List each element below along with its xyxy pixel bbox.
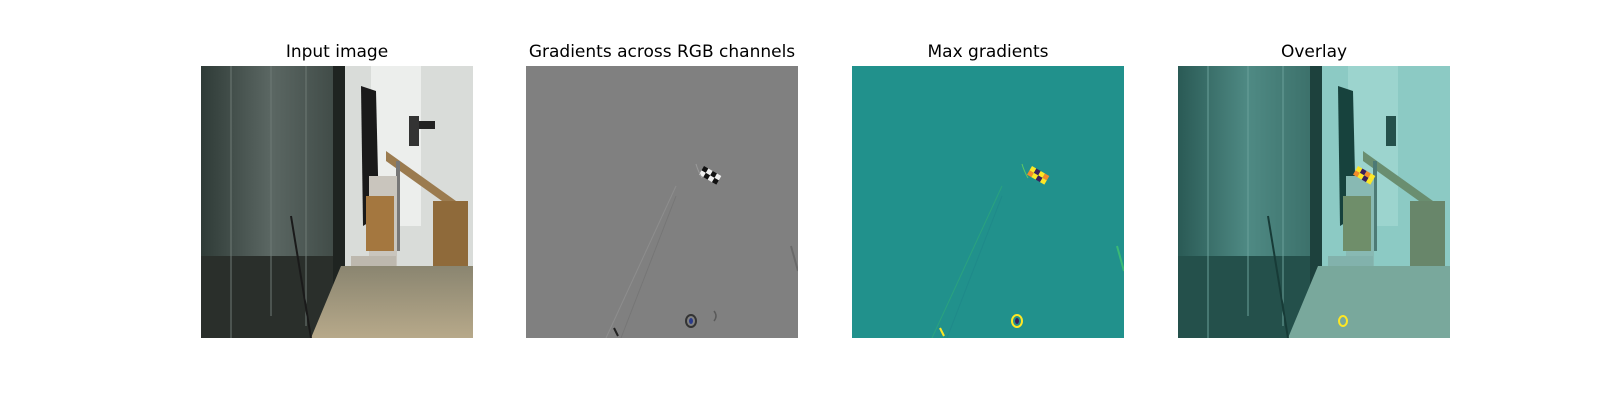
panel-title: Input image <box>285 42 389 62</box>
max-gradients-map <box>852 66 1124 338</box>
rgb-gradients-map <box>526 66 798 338</box>
panel-rgb-gradients: Gradients across RGB channels <box>526 38 798 338</box>
panel-max-gradients: Max gradients <box>852 38 1124 338</box>
overlay-image <box>1178 66 1450 338</box>
overlay-composite <box>1178 66 1450 338</box>
input-image-photo <box>201 66 473 338</box>
max-gradients-image <box>852 66 1124 338</box>
panel-overlay: Overlay <box>1178 38 1450 338</box>
panel-title: Max gradients <box>927 42 1049 62</box>
panel-title: Overlay <box>1280 42 1348 62</box>
panel-input-image: Input image <box>201 38 473 338</box>
rgb-gradients-image <box>526 66 798 338</box>
panel-title: Gradients across RGB channels <box>528 42 796 62</box>
input-image <box>201 66 473 338</box>
